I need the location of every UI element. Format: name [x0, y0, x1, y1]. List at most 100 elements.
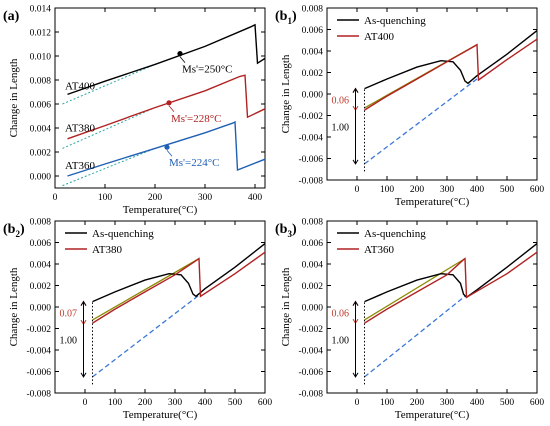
- legend-entry-label: AT380: [92, 244, 122, 256]
- y-tick-label: -0.004: [298, 347, 323, 357]
- x-tick-label: 100: [98, 193, 113, 203]
- y-tick-label: -0.006: [298, 155, 323, 165]
- y-tick-label: 0.000: [30, 173, 52, 183]
- guide-line-dashed: [364, 78, 478, 165]
- x-tick-label: 500: [500, 185, 515, 195]
- y-tick-label: 0.002: [302, 69, 324, 79]
- series-line-at360: [67, 120, 265, 177]
- panel-label: (b1): [275, 9, 297, 26]
- series-line-at400: [364, 38, 537, 111]
- annotation-label: 0.06: [332, 308, 350, 319]
- y-tick-label: 0.006: [30, 239, 52, 249]
- annotation-label: 1.00: [60, 335, 78, 346]
- y-tick-label: 0.006: [302, 26, 324, 36]
- fit-line: [62, 63, 156, 105]
- y-tick-label: 0.004: [30, 261, 52, 271]
- x-tick-label: 0: [83, 398, 88, 408]
- x-tick-label: 400: [198, 398, 213, 408]
- y-tick-label: 0.004: [302, 48, 324, 58]
- plot-frame: [326, 7, 538, 181]
- plot-frame: [54, 220, 266, 394]
- y-tick-label: 0.008: [302, 5, 324, 15]
- y-tick-label: 0.000: [302, 304, 324, 314]
- panel-label: (a): [3, 9, 20, 24]
- y-tick-label: 0.002: [302, 282, 324, 292]
- x-tick-label: 0: [53, 193, 58, 203]
- series-label: AT360: [65, 160, 95, 172]
- x-tick-label: 200: [148, 193, 163, 203]
- y-tick-label: 0.010: [30, 53, 52, 63]
- annotation-label: 0.07: [60, 308, 78, 319]
- x-tick-label: 400: [248, 193, 263, 203]
- y-tick-label: 0.000: [30, 304, 52, 314]
- annotation-label: 1.00: [332, 335, 350, 346]
- x-tick-label: 300: [198, 193, 213, 203]
- annotation-arrowhead-up: [352, 87, 359, 93]
- panel-label: (b3): [275, 222, 297, 239]
- series-line-at400: [67, 23, 265, 96]
- ms-marker-pointer: [179, 56, 186, 63]
- ms-marker-label: Ms'=224°C: [169, 157, 219, 169]
- y-tick-label: -0.004: [26, 347, 51, 357]
- annotation-arrowhead-up: [352, 300, 359, 306]
- x-tick-label: 400: [470, 185, 485, 195]
- series-label: AT380: [65, 123, 95, 135]
- x-tick-label: 500: [228, 398, 243, 408]
- y-tick-label: -0.008: [298, 390, 323, 400]
- y-tick-label: 0.008: [30, 77, 52, 87]
- series-line-at360: [364, 251, 537, 324]
- x-tick-label: 600: [258, 398, 273, 408]
- ms-marker-label: Ms'=228°C: [171, 113, 221, 125]
- chart-panel-a: 0 100 200 300 400 0.000 0.002 0.004 0.006 0.008 0.…: [3, 5, 266, 216]
- y-tick-label: -0.006: [298, 368, 323, 378]
- y-tick-label: 0.000: [302, 91, 324, 101]
- fit-line: [62, 107, 156, 149]
- y-tick-label: 0.014: [30, 5, 52, 15]
- x-tick-label: 600: [530, 185, 545, 195]
- y-tick-label: 0.012: [30, 29, 52, 39]
- guide-line-dashed: [364, 295, 466, 378]
- annotation-arrowhead-down: [80, 372, 87, 378]
- annotation-arrowhead-down: [352, 159, 359, 165]
- fit-line: [62, 147, 156, 187]
- series-line-at380: [92, 251, 265, 324]
- x-axis-title: Temperature(°C): [395, 196, 470, 208]
- x-tick-label: 200: [138, 398, 153, 408]
- y-tick-label: 0.002: [30, 149, 52, 159]
- x-tick-label: 200: [410, 185, 425, 195]
- y-tick-label: 0.006: [302, 239, 324, 249]
- series-label: AT400: [65, 81, 95, 93]
- chart-panel-b3: 0 100 200 300 400 500 600 -0.008 -0.006 -0.004 -0.…: [275, 218, 544, 422]
- x-tick-label: 600: [530, 398, 545, 408]
- x-tick-label: 400: [470, 398, 485, 408]
- series-line-at380: [67, 74, 265, 140]
- series-line-as-quenching: [92, 243, 265, 303]
- plot-frame: [326, 220, 538, 394]
- x-tick-label: 300: [440, 185, 455, 195]
- annotation-arrowhead-up: [80, 300, 87, 306]
- guide-line-dashed: [92, 294, 200, 378]
- y-tick-label: -0.006: [26, 368, 51, 378]
- ms-marker-point: [177, 51, 183, 57]
- plot-frame: [54, 7, 266, 189]
- panel-label: (b2): [3, 222, 25, 239]
- x-axis-title: Temperature(°C): [123, 409, 198, 421]
- legend-entry-label: AT400: [364, 31, 394, 43]
- legend-entry-label: As-quenching: [92, 228, 154, 240]
- series-line-as-quenching: [364, 243, 537, 303]
- x-tick-label: 300: [440, 398, 455, 408]
- chart-panel-b1: 0 100 200 300 400 500 600 -0.008 -0.006 -0.004 -0.…: [275, 5, 544, 209]
- ms-marker-point: [166, 100, 172, 106]
- annotation-arrowhead-down: [352, 372, 359, 378]
- y-tick-label: 0.008: [302, 218, 324, 228]
- chart-panel-b2: 0 100 200 300 400 500 600 -0.008 -0.006 -0.004 -0.…: [3, 218, 272, 422]
- y-tick-label: -0.002: [26, 325, 51, 335]
- y-tick-label: 0.002: [30, 282, 52, 292]
- y-tick-label: -0.008: [26, 390, 51, 400]
- legend-entry-label: AT360: [364, 244, 394, 256]
- x-tick-label: 100: [108, 398, 123, 408]
- x-tick-label: 300: [168, 398, 183, 408]
- x-tick-label: 0: [355, 398, 360, 408]
- y-tick-label: 0.008: [30, 218, 52, 228]
